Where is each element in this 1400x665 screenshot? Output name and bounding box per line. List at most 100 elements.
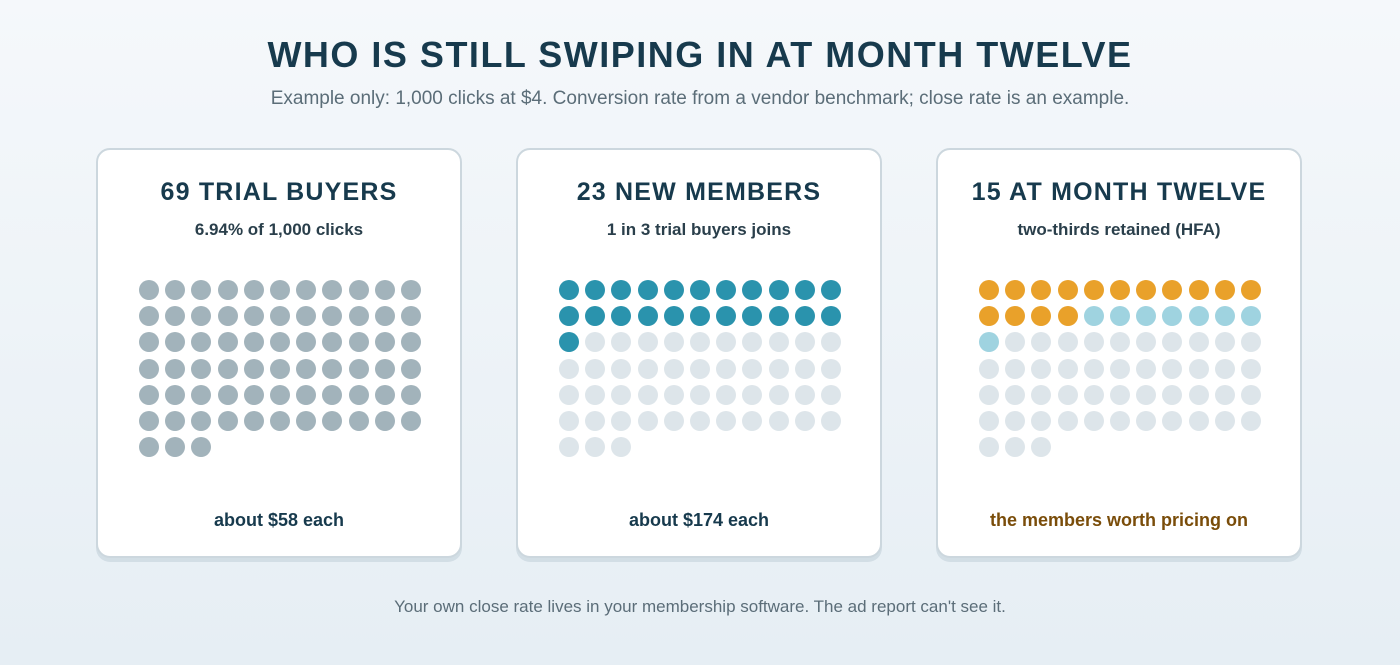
dot-trial-buyers xyxy=(270,306,290,327)
panel-title: 69 TRIAL BUYERS xyxy=(160,178,398,206)
dot-did-not-join xyxy=(637,384,658,405)
dot-did-not-join xyxy=(821,358,841,379)
dot-did-not-join xyxy=(794,358,815,379)
dot-trial-buyers xyxy=(139,306,159,327)
dot-trial-buyers xyxy=(322,332,343,353)
dot-trial-buyers xyxy=(348,332,369,353)
dot-retained-at-month-twelve xyxy=(1136,280,1157,300)
dot-retained-at-month-twelve xyxy=(1057,280,1078,300)
dot-did-not-join xyxy=(1110,332,1130,353)
dot-did-not-join xyxy=(559,384,579,405)
dot-did-not-join xyxy=(1136,411,1157,431)
dot-did-not-join xyxy=(716,384,737,405)
dot-trial-buyers xyxy=(217,384,238,405)
dot-trial-buyers xyxy=(217,306,238,327)
dot-trial-buyers xyxy=(165,332,186,353)
dot-did-not-join xyxy=(742,358,763,379)
dot-retained-at-month-twelve xyxy=(1083,280,1104,300)
dot-new-members xyxy=(611,306,632,327)
dot-did-not-join xyxy=(1031,384,1052,405)
dot-did-not-join xyxy=(821,384,841,405)
dot-did-not-join xyxy=(585,358,606,379)
dot-did-not-join xyxy=(611,358,632,379)
dot-did-not-join xyxy=(1188,332,1209,353)
panel-subtitle: 6.94% of 1,000 clicks xyxy=(194,220,364,239)
dot-grid xyxy=(559,280,843,460)
dot-did-not-join xyxy=(1057,411,1078,431)
dot-did-not-join xyxy=(690,411,710,431)
dot-did-not-join xyxy=(1214,358,1235,379)
dot-did-not-join xyxy=(979,437,999,458)
dot-did-not-join xyxy=(611,384,632,405)
footnote: Your own close rate lives in your member… xyxy=(394,597,1006,616)
dot-grid xyxy=(979,280,1263,460)
dot-did-not-join xyxy=(1136,384,1157,405)
dot-new-members xyxy=(716,306,737,327)
dot-trial-buyers xyxy=(374,411,395,431)
dot-did-not-join xyxy=(637,358,658,379)
dot-did-not-join xyxy=(1241,358,1261,379)
dot-trial-buyers xyxy=(139,358,159,379)
dot-trial-buyers xyxy=(191,437,212,458)
panel-new-members: 23 NEW MEMBERS 1 in 3 trial buyers joins… xyxy=(516,148,882,558)
dot-did-not-join xyxy=(1083,384,1104,405)
dot-did-not-join xyxy=(979,358,999,379)
dot-trial-buyers xyxy=(401,332,421,353)
dot-did-not-join xyxy=(1031,358,1052,379)
dot-retained-at-month-twelve xyxy=(979,306,999,327)
dot-did-not-join xyxy=(1241,332,1261,353)
dot-did-not-join xyxy=(1057,384,1078,405)
dot-did-not-join xyxy=(716,411,737,431)
dot-trial-buyers xyxy=(374,332,395,353)
dot-did-not-join xyxy=(742,384,763,405)
dot-trial-buyers xyxy=(191,332,212,353)
dot-trial-buyers xyxy=(139,437,159,458)
dot-trial-buyers xyxy=(401,306,421,327)
dot-trial-buyers xyxy=(191,384,212,405)
dot-trial-buyers xyxy=(243,306,264,327)
dot-members-who-lapsed xyxy=(1110,306,1130,327)
dot-members-who-lapsed xyxy=(1241,306,1261,327)
dot-did-not-join xyxy=(768,332,789,353)
dot-retained-at-month-twelve xyxy=(1031,280,1052,300)
dot-did-not-join xyxy=(1031,332,1052,353)
dot-trial-buyers xyxy=(270,280,290,300)
dot-did-not-join xyxy=(1214,384,1235,405)
dot-did-not-join xyxy=(1136,358,1157,379)
dot-new-members xyxy=(768,306,789,327)
dot-trial-buyers xyxy=(270,358,290,379)
dot-did-not-join xyxy=(1136,332,1157,353)
dot-new-members xyxy=(663,280,684,300)
dot-new-members xyxy=(585,306,606,327)
dot-did-not-join xyxy=(979,411,999,431)
dot-did-not-join xyxy=(1005,332,1026,353)
dot-did-not-join xyxy=(1083,332,1104,353)
dot-trial-buyers xyxy=(322,411,343,431)
dot-did-not-join xyxy=(559,437,579,458)
dot-retained-at-month-twelve xyxy=(1031,306,1052,327)
dot-did-not-join xyxy=(611,411,632,431)
dot-new-members xyxy=(690,280,710,300)
dot-trial-buyers xyxy=(217,358,238,379)
dot-new-members xyxy=(559,280,579,300)
dot-trial-buyers xyxy=(165,437,186,458)
dot-trial-buyers xyxy=(348,358,369,379)
dot-did-not-join xyxy=(742,332,763,353)
dot-did-not-join xyxy=(637,411,658,431)
dot-did-not-join xyxy=(1188,411,1209,431)
chart-title: WHO IS STILL SWIPING IN AT MONTH TWELVE xyxy=(267,34,1133,75)
dot-members-who-lapsed xyxy=(1188,306,1209,327)
dot-did-not-join xyxy=(585,411,606,431)
dot-trial-buyers xyxy=(191,306,212,327)
dot-trial-buyers xyxy=(296,332,317,353)
dot-new-members xyxy=(794,306,815,327)
dot-members-who-lapsed xyxy=(1136,306,1157,327)
dot-trial-buyers xyxy=(401,280,421,300)
dot-did-not-join xyxy=(1083,411,1104,431)
dot-trial-buyers xyxy=(348,411,369,431)
dot-trial-buyers xyxy=(296,411,317,431)
dot-did-not-join xyxy=(585,437,606,458)
dot-did-not-join xyxy=(794,411,815,431)
dot-retained-at-month-twelve xyxy=(1241,280,1261,300)
dot-did-not-join xyxy=(1162,411,1183,431)
